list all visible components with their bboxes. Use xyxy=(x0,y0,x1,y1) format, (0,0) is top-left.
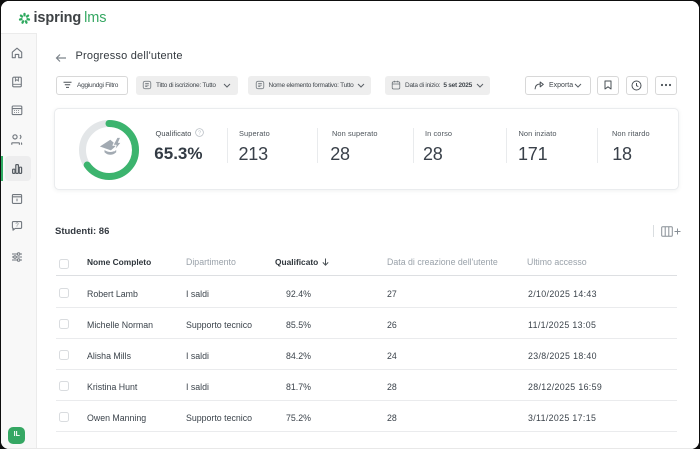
svg-text:?: ? xyxy=(198,130,201,136)
svg-text:?: ? xyxy=(15,223,19,229)
